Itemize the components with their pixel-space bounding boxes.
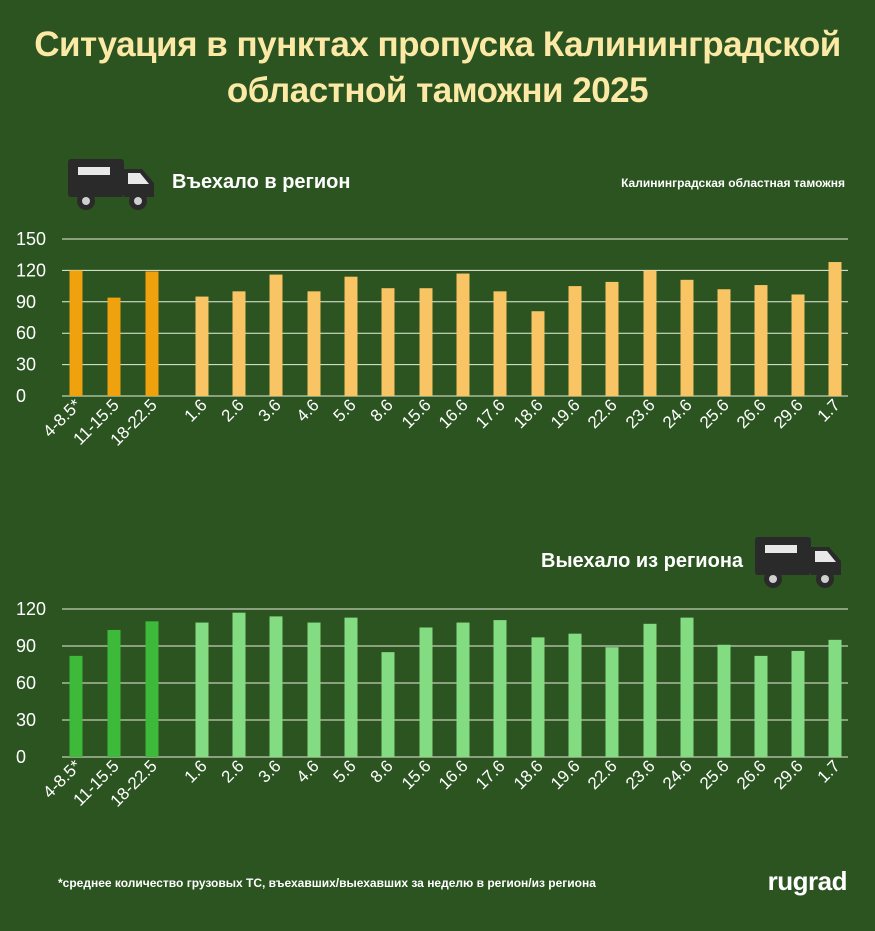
bar xyxy=(605,647,619,757)
bar xyxy=(493,620,507,757)
bar xyxy=(69,655,83,757)
bar xyxy=(69,270,83,396)
x-tick-label: 24.6 xyxy=(659,756,696,793)
bar xyxy=(531,637,545,757)
bar xyxy=(107,297,121,396)
bar xyxy=(717,289,731,396)
bar xyxy=(791,294,805,396)
bar xyxy=(791,650,805,757)
bar xyxy=(344,617,358,757)
bar xyxy=(269,616,283,757)
x-tick-label: 25.6 xyxy=(696,756,733,793)
y-tick-label: 0 xyxy=(16,747,26,767)
bar xyxy=(232,291,246,396)
bar xyxy=(680,617,694,757)
bar xyxy=(717,644,731,757)
truck-icon xyxy=(755,537,841,588)
bar xyxy=(568,633,582,757)
bar xyxy=(828,262,842,396)
x-tick-label: 29.6 xyxy=(770,756,807,793)
x-tick-label: 4.6 xyxy=(293,756,323,786)
bar xyxy=(531,311,545,396)
bar xyxy=(107,629,121,757)
x-tick-label: 22.6 xyxy=(584,756,621,793)
y-tick-label: 150 xyxy=(16,229,46,249)
bar xyxy=(145,271,159,396)
bar xyxy=(344,276,358,396)
bar xyxy=(643,623,657,757)
x-tick-label: 3.6 xyxy=(255,756,285,786)
x-tick-label: 8.6 xyxy=(367,756,397,786)
x-tick-label: 26.6 xyxy=(733,756,770,793)
x-tick-label: 16.6 xyxy=(435,756,472,793)
bar xyxy=(605,281,619,396)
x-tick-label: 17.6 xyxy=(472,756,509,793)
bar xyxy=(307,291,321,396)
bar xyxy=(643,270,657,396)
x-tick-label: 18.6 xyxy=(510,756,547,793)
x-tick-label: 2.6 xyxy=(218,756,248,786)
bar xyxy=(381,288,395,396)
x-tick-label: 19.6 xyxy=(547,756,584,793)
footnote: *среднее количество грузовых ТС, въехавш… xyxy=(58,876,596,890)
y-tick-label: 0 xyxy=(16,386,26,406)
x-tick-label: 5.6 xyxy=(330,756,360,786)
bar xyxy=(381,652,395,757)
bar xyxy=(419,627,433,757)
bar xyxy=(232,612,246,757)
title-line-1: Ситуация в пунктах пропуска Калининградс… xyxy=(34,25,841,64)
bar xyxy=(145,621,159,757)
bar xyxy=(307,622,321,757)
title-line-2: областной таможни 2025 xyxy=(226,71,649,110)
bar xyxy=(195,622,209,757)
y-tick-label: 30 xyxy=(16,355,36,375)
y-tick-label: 60 xyxy=(16,673,36,693)
bar xyxy=(419,288,433,396)
y-tick-label: 30 xyxy=(16,710,36,730)
bar xyxy=(456,273,470,396)
bar xyxy=(828,639,842,757)
x-tick-label: 1.6 xyxy=(181,756,211,786)
x-tick-label: 1.7 xyxy=(814,756,844,786)
bar xyxy=(680,279,694,396)
y-tick-label: 60 xyxy=(16,323,36,343)
chart-title-entered: Въехало в регион xyxy=(172,171,351,193)
brand-logo: rugrad xyxy=(767,866,848,896)
bar xyxy=(568,286,582,396)
truck-icon xyxy=(68,159,154,210)
y-tick-label: 120 xyxy=(16,599,46,619)
y-tick-label: 90 xyxy=(16,636,36,656)
bar xyxy=(754,285,768,396)
y-tick-label: 90 xyxy=(16,292,36,312)
y-tick-label: 120 xyxy=(16,260,46,280)
page-title: Ситуация в пунктах пропуска Калининградс… xyxy=(0,22,875,114)
bar xyxy=(493,291,507,396)
bar xyxy=(269,274,283,396)
chart-title-exited: Выехало из региона xyxy=(541,550,744,572)
bar xyxy=(195,296,209,396)
source-label: Калининградская областная таможня xyxy=(621,176,845,190)
bar xyxy=(754,655,768,757)
x-tick-label: 15.6 xyxy=(398,756,435,793)
bar xyxy=(456,622,470,757)
x-tick-label: 23.6 xyxy=(622,756,659,793)
